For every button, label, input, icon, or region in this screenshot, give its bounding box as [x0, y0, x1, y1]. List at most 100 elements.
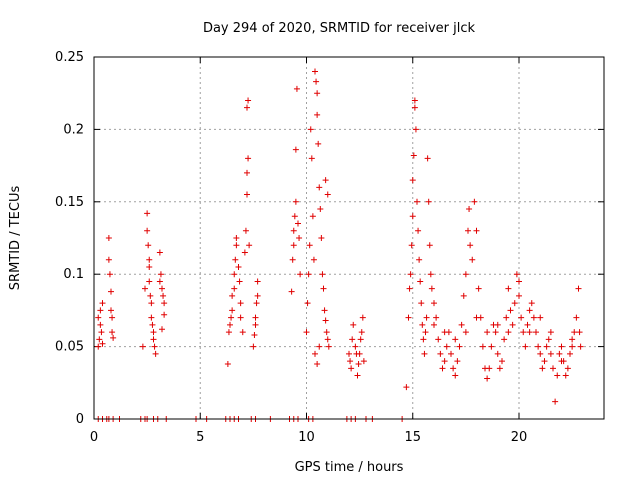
data-point — [452, 372, 459, 379]
data-point — [314, 90, 321, 97]
data-point — [420, 336, 427, 343]
data-point — [99, 300, 106, 307]
data-point — [494, 350, 501, 357]
data-point — [241, 249, 248, 256]
data-point — [109, 329, 116, 336]
data-point — [150, 329, 157, 336]
data-point — [296, 235, 303, 241]
data-point — [236, 278, 243, 285]
y-tick-label: 0 — [76, 412, 84, 427]
data-point — [245, 155, 252, 162]
data-point — [322, 317, 329, 324]
data-point — [144, 227, 151, 234]
data-point — [571, 329, 578, 336]
data-point — [541, 358, 548, 365]
data-point — [431, 300, 437, 307]
data-point — [526, 329, 533, 336]
data-point — [465, 227, 471, 234]
data-point — [355, 360, 362, 367]
data-point — [244, 104, 250, 111]
data-point — [516, 278, 522, 285]
data-point — [556, 350, 563, 357]
data-point — [322, 177, 329, 184]
data-point — [484, 329, 491, 336]
data-point — [225, 329, 232, 336]
data-point — [537, 314, 544, 321]
data-point — [321, 307, 328, 314]
data-point — [146, 263, 153, 270]
data-point — [554, 372, 561, 379]
data-point — [405, 314, 412, 321]
data-point — [314, 111, 321, 118]
data-point — [428, 285, 435, 292]
data-point — [160, 292, 167, 299]
data-point — [148, 300, 155, 307]
data-point — [418, 300, 425, 307]
data-point — [576, 329, 583, 336]
data-point — [314, 360, 321, 367]
data-point — [161, 300, 168, 307]
data-point — [473, 314, 480, 321]
data-point — [142, 285, 148, 292]
data-point — [423, 314, 430, 321]
data-point — [319, 271, 326, 278]
data-point — [108, 288, 114, 295]
data-point — [431, 321, 437, 328]
data-point — [99, 340, 106, 347]
data-point — [494, 321, 501, 328]
data-point — [145, 242, 152, 249]
data-point — [291, 213, 298, 220]
data-point — [573, 314, 580, 321]
data-point — [235, 263, 242, 270]
data-point — [511, 300, 518, 307]
data-point — [505, 285, 512, 292]
data-point — [357, 336, 364, 343]
data-point — [462, 271, 469, 278]
data-point — [232, 256, 239, 263]
data-point — [161, 311, 168, 318]
data-point — [105, 235, 112, 241]
data-point — [409, 177, 416, 184]
data-point — [250, 343, 257, 350]
data-point — [408, 242, 415, 249]
data-point — [435, 336, 442, 343]
data-point — [547, 329, 554, 336]
data-point — [224, 360, 231, 367]
data-point — [98, 329, 105, 336]
data-point — [414, 198, 420, 205]
data-point — [295, 220, 301, 227]
data-point — [488, 343, 495, 350]
data-point — [539, 365, 546, 372]
data-point — [545, 336, 552, 343]
data-point — [564, 365, 571, 372]
data-point — [254, 278, 261, 285]
data-point — [242, 227, 249, 234]
data-point — [458, 321, 465, 328]
data-point — [516, 292, 522, 299]
data-point — [254, 292, 261, 299]
data-point — [289, 256, 296, 263]
data-point — [437, 350, 444, 357]
data-point — [450, 365, 457, 372]
x-tick-label: 10 — [298, 430, 315, 445]
data-point — [499, 358, 505, 365]
data-point — [535, 343, 542, 350]
data-point — [233, 235, 240, 241]
data-point — [537, 350, 544, 357]
y-tick-label: 0.2 — [63, 122, 84, 137]
data-point — [425, 198, 432, 205]
data-point — [346, 350, 352, 357]
data-point — [324, 191, 331, 198]
data-point — [348, 365, 355, 372]
y-tick-label: 0.05 — [55, 340, 84, 355]
data-point — [144, 210, 151, 217]
data-point — [416, 256, 423, 263]
data-point — [558, 358, 565, 365]
data-point — [462, 329, 469, 336]
x-tick-label: 15 — [404, 430, 421, 445]
x-tick-label: 20 — [511, 430, 528, 445]
data-point — [106, 271, 113, 278]
data-point — [466, 206, 473, 213]
data-point — [412, 126, 419, 133]
data-point — [288, 288, 295, 295]
